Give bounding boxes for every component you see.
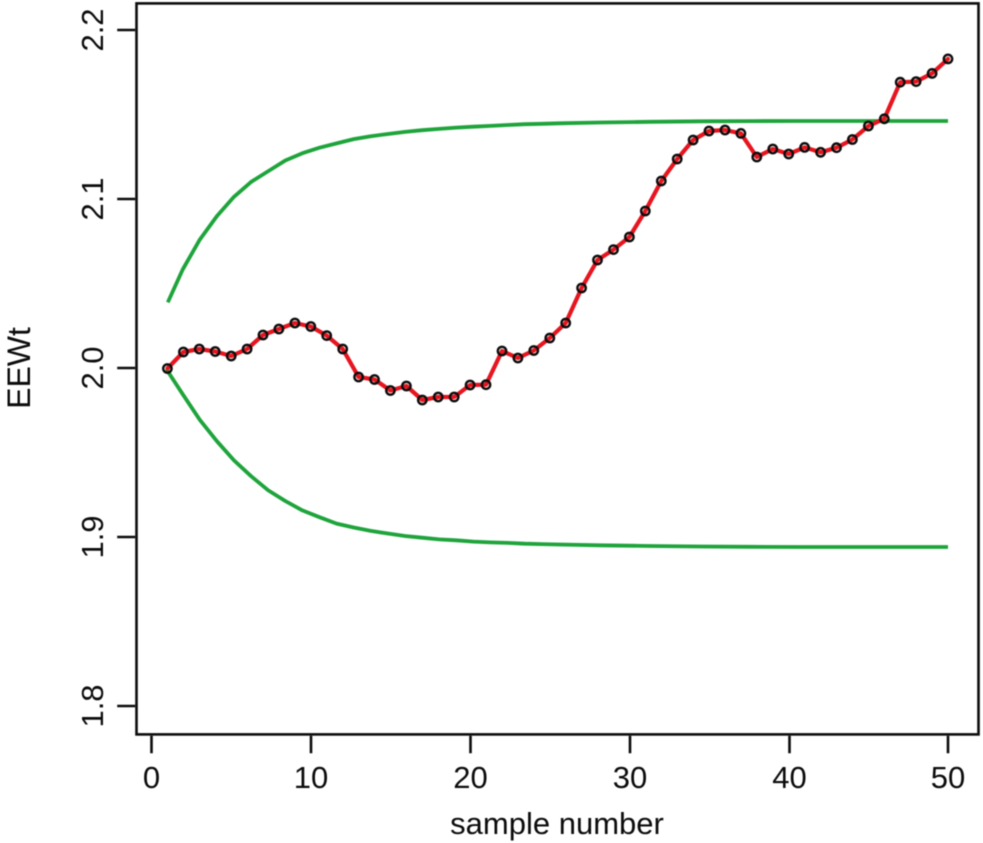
- svg-text:50: 50: [931, 760, 965, 795]
- svg-text:0: 0: [143, 760, 160, 795]
- svg-text:40: 40: [772, 760, 806, 795]
- svg-text:20: 20: [453, 760, 487, 795]
- svg-text:EEWt: EEWt: [1, 327, 37, 409]
- svg-text:2.2: 2.2: [75, 8, 110, 51]
- svg-text:10: 10: [294, 760, 328, 795]
- svg-text:sample number: sample number: [450, 806, 664, 841]
- svg-text:1.8: 1.8: [75, 684, 110, 727]
- svg-text:2.1: 2.1: [75, 177, 110, 220]
- svg-text:1.9: 1.9: [75, 515, 110, 558]
- svg-text:30: 30: [613, 760, 647, 795]
- svg-text:2.0: 2.0: [75, 346, 110, 389]
